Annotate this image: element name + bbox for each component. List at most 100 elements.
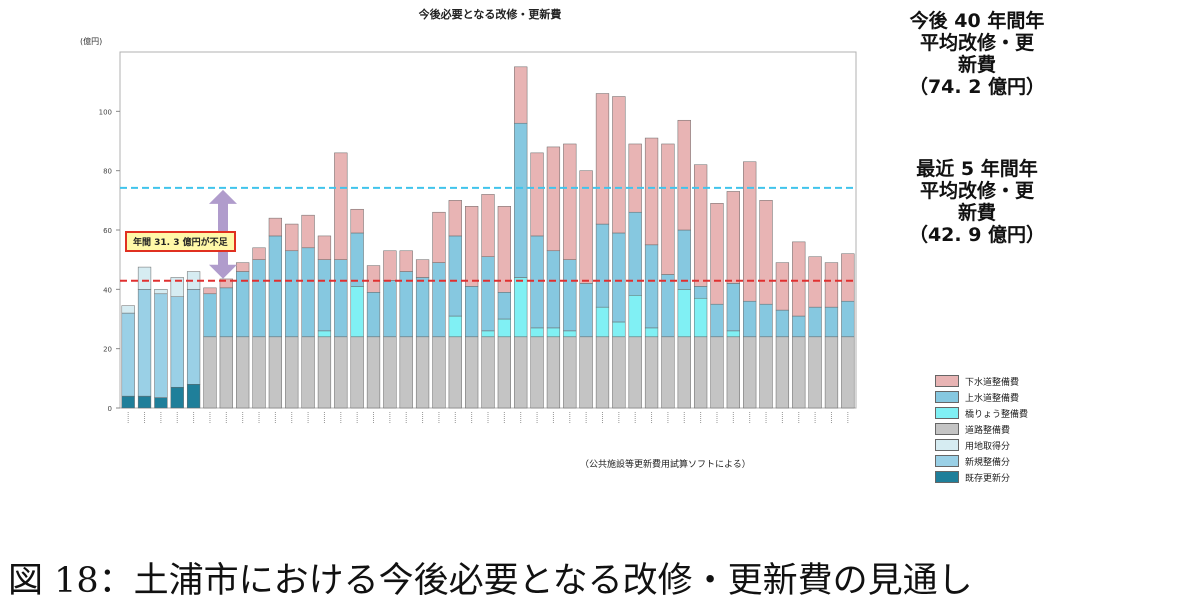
bar-segment-road bbox=[726, 336, 740, 409]
bar-segment-water bbox=[841, 300, 855, 338]
bar-segment-water bbox=[743, 300, 757, 338]
bar-segment-new bbox=[186, 289, 201, 385]
y-tick-label: 20 bbox=[103, 346, 112, 354]
bar-segment-road bbox=[415, 336, 430, 409]
bar-segment-road bbox=[448, 336, 462, 409]
bar-segment-bridge bbox=[644, 327, 659, 338]
legend-swatch-new bbox=[935, 455, 959, 467]
bar-segment-road bbox=[808, 336, 822, 409]
bar-segment-bridge bbox=[693, 297, 708, 338]
figure-caption: 図 18：土浦市における今後必要となる改修・更新費の見通し bbox=[8, 561, 973, 601]
bar-segment-road bbox=[628, 336, 642, 409]
bar-segment-bridge bbox=[350, 286, 364, 338]
shortfall-callout: 年間 31. 3 億円が不足 bbox=[125, 231, 236, 252]
bar-segment-road bbox=[219, 336, 233, 409]
note-40-line3: 新費 bbox=[957, 54, 996, 76]
legend-label-existing: 既存更新分 bbox=[965, 473, 1011, 484]
bar-segment-bridge bbox=[595, 306, 610, 338]
y-tick-label: 100 bbox=[99, 108, 112, 116]
legend-item-water: 上水道整備費 bbox=[935, 389, 1028, 405]
bar-segment-sewer bbox=[399, 250, 413, 272]
bar-segment-water bbox=[366, 292, 381, 338]
bar-segment-sewer bbox=[792, 241, 806, 317]
chart-title: 今後必要となる改修・更新費 bbox=[418, 8, 562, 21]
bar-segment-sewer bbox=[808, 256, 822, 308]
shortfall-arrow-down-head bbox=[209, 264, 237, 279]
bar-segment-sewer bbox=[579, 170, 593, 284]
bar-segment-road bbox=[693, 336, 708, 409]
bar-segment-existing bbox=[121, 395, 135, 409]
bar-segment-sewer bbox=[317, 235, 332, 260]
bar-segment-sewer bbox=[726, 191, 740, 284]
legend-swatch-existing bbox=[935, 471, 959, 483]
bar-segment-existing bbox=[137, 395, 152, 409]
bar-segment-road bbox=[350, 336, 364, 409]
bar-segment-road bbox=[563, 336, 577, 409]
bar-segment-bridge bbox=[546, 327, 561, 338]
bar-segment-bridge bbox=[514, 277, 528, 338]
bar-segment-road bbox=[285, 336, 299, 409]
bar-segment-land bbox=[170, 277, 184, 298]
bar-segment-road bbox=[432, 336, 446, 409]
chart-legend: 下水道整備費 上水道整備費 橋りょう整備費 道路整備費 用地取得分 新規整備分 … bbox=[935, 373, 1028, 485]
bar-segment-sewer bbox=[824, 262, 839, 308]
note-5-line3: 新費 bbox=[957, 202, 996, 224]
bar-segment-water bbox=[497, 292, 511, 320]
bar-segment-road bbox=[612, 336, 626, 409]
bar-segment-existing bbox=[170, 386, 184, 409]
bar-segment-water bbox=[710, 303, 724, 338]
bar-segment-road bbox=[317, 336, 332, 409]
bar-segment-water bbox=[448, 235, 462, 317]
bar-segment-bridge bbox=[448, 315, 462, 338]
bar-segment-sewer bbox=[546, 146, 561, 252]
bar-segment-sewer bbox=[334, 152, 348, 260]
bar-segment-road bbox=[677, 336, 691, 409]
bar-segment-road bbox=[497, 336, 511, 409]
bar-segment-bridge bbox=[530, 327, 544, 338]
bar-segment-sewer bbox=[693, 164, 708, 287]
bar-segment-road bbox=[710, 336, 724, 409]
bar-segment-sewer bbox=[432, 211, 446, 263]
bar-segment-sewer bbox=[530, 152, 544, 237]
bar-segment-water bbox=[514, 122, 528, 278]
bar-segment-sewer bbox=[383, 250, 397, 281]
bar-segment-bridge bbox=[612, 321, 626, 338]
note-5-year-average: 最近 5 年間年 平均改修・更 新費 （42. 9 億円） bbox=[862, 158, 1092, 246]
bar-segment-sewer bbox=[236, 262, 250, 272]
bar-segment-sewer bbox=[661, 143, 675, 275]
bar-segment-bridge bbox=[563, 330, 577, 338]
bar-segment-water bbox=[546, 250, 561, 329]
bar-segment-existing bbox=[154, 397, 168, 409]
bar-segment-water bbox=[301, 247, 315, 338]
bar-segment-road bbox=[595, 336, 610, 409]
bar-segment-road bbox=[792, 336, 806, 409]
legend-label-land: 用地取得分 bbox=[965, 441, 1011, 452]
bar-segment-sewer bbox=[563, 143, 577, 260]
bar-segment-road bbox=[546, 336, 561, 409]
bar-segment-sewer bbox=[628, 143, 642, 213]
bar-segment-road bbox=[399, 336, 413, 409]
bar-segment-water bbox=[350, 232, 364, 287]
bar-segment-water bbox=[808, 306, 822, 338]
bar-segment-water bbox=[661, 274, 675, 338]
bar-segment-road bbox=[334, 336, 348, 409]
legend-label-new: 新規整備分 bbox=[965, 457, 1011, 468]
legend-label-road: 道路整備費 bbox=[965, 425, 1011, 436]
bar-segment-water bbox=[579, 283, 593, 338]
legend-swatch-sewer bbox=[935, 375, 959, 387]
legend-label-sewer: 下水道整備費 bbox=[965, 377, 1020, 388]
bar-segment-sewer bbox=[775, 262, 790, 311]
bar-segment-road bbox=[268, 336, 283, 409]
bar-segment-sewer bbox=[301, 214, 315, 249]
bar-segment-water bbox=[268, 235, 283, 338]
bar-segment-water bbox=[726, 283, 740, 332]
bar-segment-road bbox=[383, 336, 397, 409]
bar-segment-sewer bbox=[448, 200, 462, 237]
bar-segment-water bbox=[628, 211, 642, 296]
bar-segment-bridge bbox=[497, 318, 511, 338]
legend-label-water: 上水道整備費 bbox=[965, 393, 1020, 404]
bar-segment-road bbox=[203, 336, 217, 409]
bar-segment-bridge bbox=[481, 330, 495, 338]
legend-item-new: 新規整備分 bbox=[935, 453, 1028, 469]
